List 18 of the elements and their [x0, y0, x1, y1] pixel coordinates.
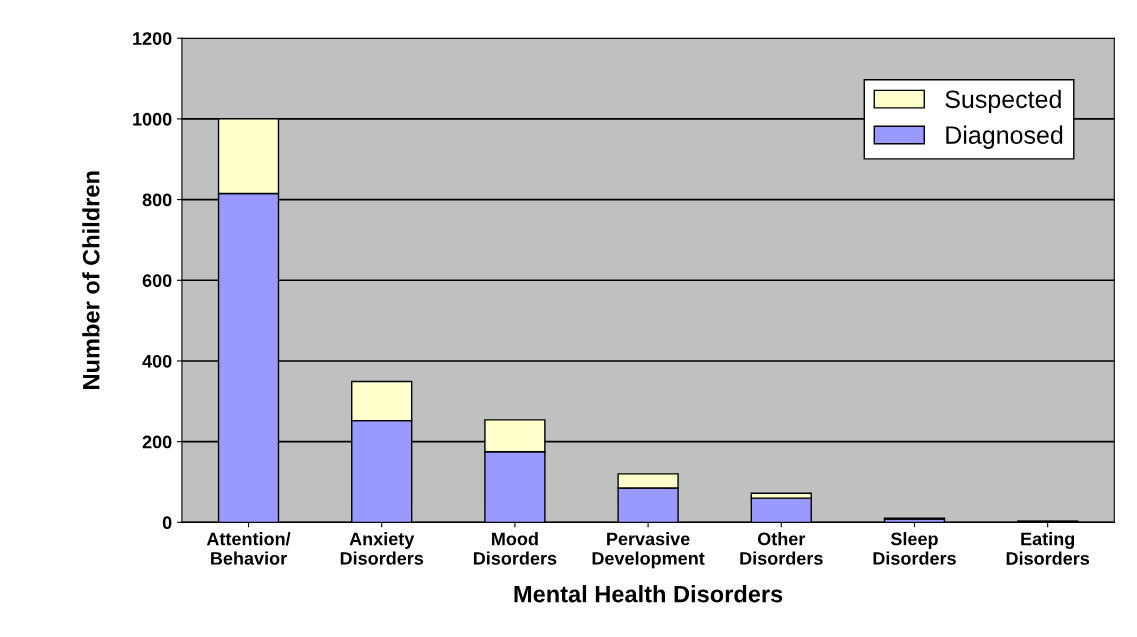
- x-axis-title: Mental Health Disorders: [514, 585, 783, 603]
- y-tick-label: 1200: [133, 32, 172, 45]
- x-tick-label: Attention/ Behavior: [206, 532, 291, 565]
- y-tick-label: 0: [162, 516, 172, 530]
- y-tick-label: 400: [142, 354, 172, 368]
- legend-label: Diagnosed: [946, 125, 1063, 149]
- y-tick-label: 600: [142, 274, 172, 287]
- y-axis-title: Number of Children: [82, 171, 100, 389]
- x-tick-label: Eating Disorders: [1006, 532, 1090, 565]
- y-tick-label: 1000: [133, 112, 172, 126]
- legend-label: Suspected: [945, 89, 1061, 114]
- y-tick-label: 800: [142, 193, 172, 207]
- x-tick-label: Other Disorders: [740, 532, 823, 565]
- x-tick-label: Pervasive Development: [592, 532, 705, 569]
- y-tick-label: 200: [142, 435, 172, 449]
- x-tick-label: Anxiety Disorders: [340, 532, 424, 565]
- x-tick-label: Mood Disorders: [473, 532, 557, 565]
- x-tick-label: Sleep Disorders: [873, 532, 956, 565]
